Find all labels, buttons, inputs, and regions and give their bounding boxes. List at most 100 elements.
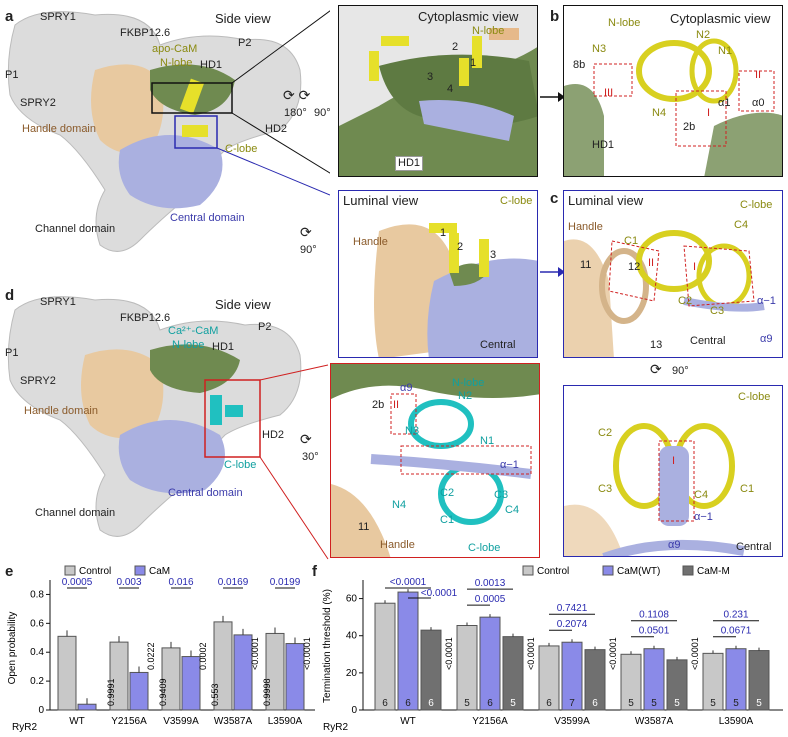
f-legend-swatch xyxy=(602,565,614,576)
f-n-label: 6 xyxy=(487,698,493,709)
f-ytick-label: 20 xyxy=(346,668,358,679)
e-pvalue-control: 0.9991 xyxy=(106,678,116,706)
rotation-90-label: 90° xyxy=(314,107,331,119)
e-ytick-label: 0.2 xyxy=(30,676,44,687)
c-c2: C2 xyxy=(678,295,693,307)
dz-c4: C4 xyxy=(505,504,520,516)
panel-b-title: Cytoplasmic view xyxy=(670,11,771,26)
b-alpha0: α0 xyxy=(752,97,765,109)
luminal-helix-2: 2 xyxy=(457,241,464,253)
e-ytick-label: 0.8 xyxy=(30,589,44,600)
d-nlobe: N-lobe xyxy=(172,339,205,351)
cyto-nlobe-label: N-lobe xyxy=(472,25,505,37)
c-c4: C4 xyxy=(734,219,749,231)
dz-alpha9: α9 xyxy=(400,382,413,394)
cb-clobe: C-lobe xyxy=(738,391,771,403)
e-legend-label: CaM xyxy=(149,566,170,577)
cb-alpha-1: α−1 xyxy=(694,511,713,523)
f-bar xyxy=(397,591,419,711)
panel-c-label: c xyxy=(550,190,559,207)
f-n-label: 6 xyxy=(405,698,411,709)
arrow-icon-2 xyxy=(540,267,565,277)
panel-c-title: Luminal view xyxy=(568,193,644,208)
panel-a-structure xyxy=(7,4,339,252)
chart-f: Control CaM(WT) CaM-M 0 20 40 60 6 6 6 5 6 5 6 7 6 5 5 5… xyxy=(322,565,783,733)
c-handle: Handle xyxy=(568,221,603,233)
f-category-label: L3590A xyxy=(719,716,754,727)
e-row-label: RyR2 xyxy=(12,722,37,733)
f-n-label: 5 xyxy=(674,698,680,709)
f-pvalue-left: <0.0001 xyxy=(444,637,454,670)
panel-e-label: e xyxy=(5,563,14,580)
f-legend-label: CaM-M xyxy=(697,566,730,577)
f-pvalue-left: <0.0001 xyxy=(690,637,700,670)
dz-n1: N1 xyxy=(480,435,495,447)
channel-domain-label-a: Channel domain xyxy=(35,223,116,235)
clobe-label-a: C-lobe xyxy=(225,143,258,155)
f-n-label: 5 xyxy=(464,698,470,709)
c-11: 11 xyxy=(580,259,592,271)
nlobe-label-a: N-lobe xyxy=(160,57,193,69)
e-category-label: L3590A xyxy=(268,716,303,727)
arrow-icon xyxy=(540,92,565,102)
c-alpha-1: α−1 xyxy=(757,295,776,307)
b-nlobe: N-lobe xyxy=(608,17,641,29)
e-category-label: V3599A xyxy=(163,716,199,727)
f-ylabel: Termination threshold (%) xyxy=(322,589,333,703)
d-rotation-label: 30° xyxy=(302,451,319,463)
rotation-180-label: 180° xyxy=(284,107,307,119)
f-pvalue-top: 0.231 xyxy=(723,610,748,621)
dz-11: 11 xyxy=(358,521,370,533)
luminal-helix-1: 1 xyxy=(440,227,447,239)
f-legend-label: Control xyxy=(537,566,569,577)
f-n-label: 5 xyxy=(710,698,716,709)
d-handle-domain: Handle domain xyxy=(24,405,98,417)
e-legend-swatch xyxy=(134,565,146,576)
e-bar xyxy=(161,647,181,711)
luminal-view-title: Luminal view xyxy=(343,193,419,208)
d-p1: P1 xyxy=(5,347,19,359)
f-category-label: WT xyxy=(400,716,416,727)
cyto-hd1-label: HD1 xyxy=(395,156,424,171)
luminal-view-panel xyxy=(338,190,538,358)
f-n-label: 6 xyxy=(428,698,434,709)
cb-i: I xyxy=(672,455,676,467)
luminal-handle-label: Handle xyxy=(353,236,388,248)
b-iii: III xyxy=(604,87,614,99)
panel-a-label: a xyxy=(5,8,14,25)
rotation-icon-2: ⟳ xyxy=(300,224,312,240)
p1-label-a: P1 xyxy=(5,69,19,81)
e-bar xyxy=(57,635,77,711)
b-n2: N2 xyxy=(696,29,711,41)
d-hd2: HD2 xyxy=(262,429,285,441)
f-pvalue-top: 0.1108 xyxy=(639,610,669,621)
f-pvalue-mid: 0.0005 xyxy=(475,594,506,605)
b-hd1: HD1 xyxy=(592,139,615,151)
f-pvalue-wt-top: <0.0001 xyxy=(390,577,427,588)
b-i: I xyxy=(707,107,711,119)
f-legend-swatch xyxy=(522,565,534,576)
e-pvalue-control: 0.9998 xyxy=(262,678,272,706)
f-ytick-label: 40 xyxy=(346,631,358,642)
apo-cam-label: apo-CaM xyxy=(152,43,198,55)
f-legend-label: CaM(WT) xyxy=(617,566,660,577)
f-pvalue-left: <0.0001 xyxy=(526,637,536,670)
d-p2: P2 xyxy=(258,321,272,333)
b-n4: N4 xyxy=(652,107,667,119)
c-12: 12 xyxy=(628,261,641,273)
e-pvalue-top: 0.0005 xyxy=(62,577,93,588)
b-alpha1: α1 xyxy=(718,97,731,109)
e-pvalue-top: 0.003 xyxy=(116,577,141,588)
dz-n4: N4 xyxy=(392,499,407,511)
e-pvalue-cam: 0.0222 xyxy=(146,642,156,670)
cb-c3: C3 xyxy=(598,483,613,495)
f-n-label: 5 xyxy=(651,698,657,709)
spry1-label: SPRY1 xyxy=(40,11,76,23)
f-n-label: 5 xyxy=(628,698,634,709)
dz-nlobe: N-lobe xyxy=(452,377,485,389)
dz-c1: C1 xyxy=(440,514,455,526)
f-bar xyxy=(420,629,442,711)
d-ca-cam: Ca²⁺-CaM xyxy=(168,325,219,337)
cyto-helix-4: 4 xyxy=(447,83,454,95)
panel-c xyxy=(563,190,783,358)
